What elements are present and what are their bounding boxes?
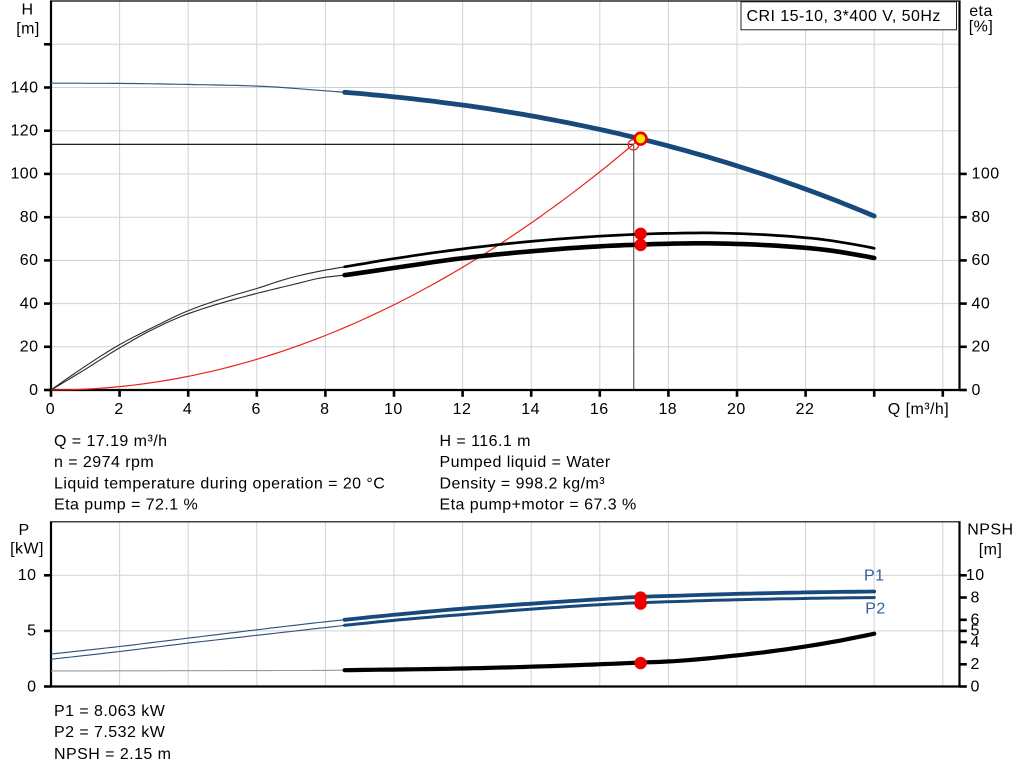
svg-text:[%]: [%]	[969, 19, 993, 36]
svg-text:H: H	[21, 2, 33, 19]
svg-text:18: 18	[658, 401, 677, 418]
svg-text:40: 40	[972, 295, 991, 312]
svg-text:n = 2974 rpm: n = 2974 rpm	[54, 454, 154, 471]
svg-text:40: 40	[20, 295, 39, 312]
svg-text:14: 14	[521, 401, 540, 418]
svg-text:12: 12	[453, 401, 472, 418]
svg-text:4: 4	[183, 401, 192, 418]
svg-text:Q = 17.19 m³/h: Q = 17.19 m³/h	[54, 433, 167, 450]
svg-text:5: 5	[27, 623, 36, 640]
svg-text:8: 8	[971, 589, 980, 606]
svg-text:2: 2	[114, 401, 123, 418]
svg-text:120: 120	[10, 123, 38, 140]
svg-text:P1: P1	[864, 567, 884, 584]
svg-text:140: 140	[10, 79, 38, 96]
svg-text:80: 80	[972, 209, 991, 226]
svg-text:eta: eta	[969, 3, 993, 20]
svg-text:100: 100	[972, 166, 1000, 183]
svg-text:60: 60	[972, 252, 991, 269]
svg-text:60: 60	[20, 252, 39, 269]
svg-text:8: 8	[320, 401, 329, 418]
svg-text:NPSH: NPSH	[967, 522, 1013, 539]
svg-text:100: 100	[10, 166, 38, 183]
svg-text:0: 0	[27, 678, 36, 695]
svg-text:P: P	[18, 522, 29, 539]
svg-text:H = 116.1 m: H = 116.1 m	[440, 433, 531, 450]
svg-text:P1 = 8.063 kW: P1 = 8.063 kW	[54, 703, 166, 720]
svg-text:Eta pump = 72.1 %: Eta pump = 72.1 %	[54, 497, 198, 514]
svg-text:20: 20	[972, 339, 991, 356]
svg-text:22: 22	[796, 401, 815, 418]
svg-text:[m]: [m]	[979, 542, 1003, 559]
svg-text:[kW]: [kW]	[10, 540, 44, 557]
svg-text:Liquid temperature during oper: Liquid temperature during operation = 20…	[54, 475, 385, 492]
svg-text:Q [m³/h]: Q [m³/h]	[888, 401, 949, 418]
svg-text:80: 80	[20, 209, 39, 226]
svg-text:16: 16	[590, 401, 609, 418]
svg-text:Density = 998.2 kg/m³: Density = 998.2 kg/m³	[440, 475, 606, 492]
svg-text:10: 10	[384, 401, 403, 418]
svg-text:0: 0	[971, 678, 980, 695]
svg-text:6: 6	[252, 401, 261, 418]
svg-text:20: 20	[727, 401, 746, 418]
svg-text:0: 0	[46, 401, 55, 418]
svg-text:5: 5	[971, 623, 980, 640]
svg-text:Pumped liquid = Water: Pumped liquid = Water	[440, 454, 611, 471]
svg-text:P2 = 7.532 kW: P2 = 7.532 kW	[54, 724, 166, 741]
svg-text:10: 10	[966, 567, 985, 584]
svg-text:4: 4	[971, 634, 980, 651]
svg-text:NPSH = 2.15 m: NPSH = 2.15 m	[54, 746, 171, 763]
svg-text:2: 2	[971, 656, 980, 673]
svg-text:20: 20	[20, 339, 39, 356]
svg-text:0: 0	[972, 382, 981, 399]
svg-text:6: 6	[971, 612, 980, 629]
svg-text:CRI 15-10, 3*400 V, 50Hz: CRI 15-10, 3*400 V, 50Hz	[747, 8, 941, 25]
svg-text:[m]: [m]	[16, 21, 40, 38]
svg-text:P2: P2	[865, 600, 885, 617]
svg-text:Eta pump+motor = 67.3 %: Eta pump+motor = 67.3 %	[440, 497, 637, 514]
svg-text:0: 0	[29, 382, 38, 399]
svg-text:10: 10	[18, 567, 37, 584]
